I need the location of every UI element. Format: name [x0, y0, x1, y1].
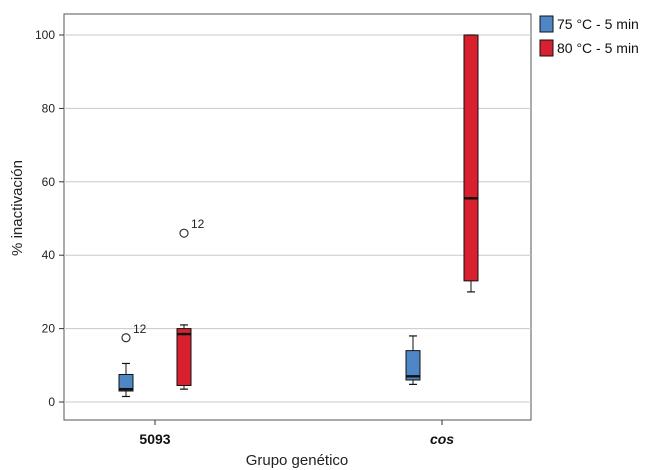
box-iqr: [176, 328, 192, 386]
x-axis-title: Grupo genético: [246, 452, 349, 469]
box-group: [405, 335, 421, 385]
legend-swatch: [539, 15, 554, 33]
box-group: [463, 34, 479, 293]
box-iqr: [463, 34, 479, 282]
outlier-point: [121, 333, 131, 343]
y-tick-label: 80: [42, 101, 56, 115]
y-axis-ticks: 0 20 40 60 80 100: [35, 28, 64, 409]
legend-label: 80 °C - 5 min: [557, 40, 639, 56]
outlier-point: [179, 228, 189, 238]
legend-swatch: [539, 39, 554, 57]
y-axis-title: % inactivación: [9, 160, 26, 256]
outlier-label: 12: [133, 322, 147, 336]
x-category-label: 5093: [139, 431, 170, 447]
x-category-label: cos: [430, 431, 454, 447]
box-group: 12: [176, 217, 205, 390]
y-tick-label: 100: [35, 28, 55, 42]
box-iqr: [405, 350, 421, 381]
outlier-label: 12: [191, 217, 205, 231]
y-tick-label: 20: [42, 322, 56, 336]
boxes: 12 12: [118, 34, 479, 398]
box-iqr: [118, 373, 134, 392]
grid-lines: [64, 34, 531, 403]
plot-area: [63, 13, 532, 421]
y-tick-label: 40: [42, 248, 56, 262]
box-group: 12: [118, 322, 147, 398]
legend-label: 75 °C - 5 min: [557, 16, 639, 32]
y-tick-label: 60: [42, 175, 56, 189]
x-axis-categories: 5093 cos: [139, 420, 454, 447]
legend: 75 °C - 5 min 80 °C - 5 min: [539, 15, 639, 57]
y-tick-label: 0: [48, 395, 55, 409]
